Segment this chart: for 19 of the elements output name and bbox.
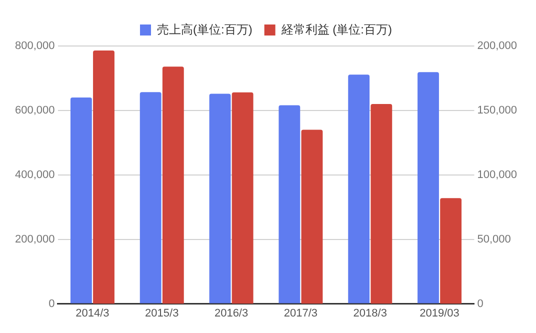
x-tick-label: 2019/03 <box>420 307 460 320</box>
y-tick-label: 600,000 <box>14 104 55 116</box>
y2-tick-label: 0 <box>477 298 484 310</box>
y2-tick-label: 100,000 <box>477 168 518 181</box>
y-tick-label: 0 <box>48 298 55 310</box>
y-tick-label: 800,000 <box>14 40 55 52</box>
y2-tick-label: 50,000 <box>477 233 511 246</box>
y2-tick-label: 200,000 <box>477 40 518 52</box>
y2-tick-label: 150,000 <box>477 104 518 116</box>
legend-label: 経常利益 (単位:百万) <box>280 22 392 36</box>
y-tick-label: 200,000 <box>14 233 55 246</box>
y-tick-label: 400,000 <box>14 168 55 181</box>
bar <box>418 72 439 304</box>
x-tick-label: 2018/3 <box>353 307 387 320</box>
legend-label: 売上高(単位:百万) <box>157 22 252 36</box>
x-tick-label: 2016/3 <box>214 307 248 320</box>
x-tick-label: 2015/3 <box>145 307 179 320</box>
x-tick-label: 2014/3 <box>76 307 110 320</box>
x-tick-label: 2017/3 <box>284 307 318 320</box>
